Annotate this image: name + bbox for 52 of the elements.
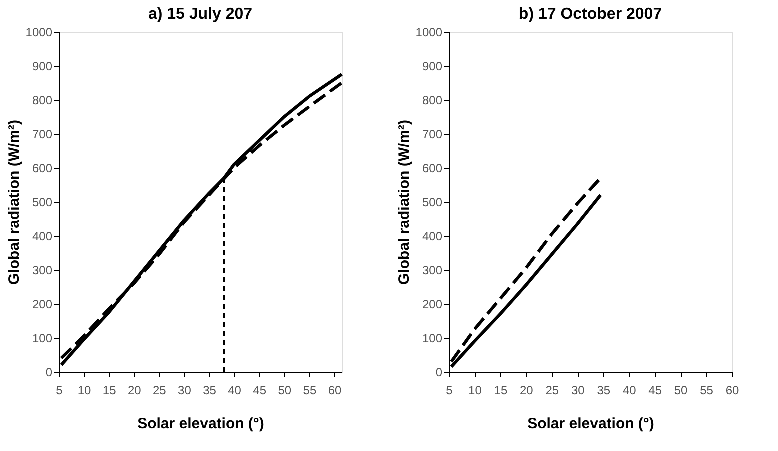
y-tick-label: 600 [422, 162, 443, 176]
y-tick-label: 700 [422, 128, 443, 142]
x-tick-label: 60 [328, 384, 342, 398]
x-tick-label: 25 [546, 384, 560, 398]
x-tick-label: 55 [700, 384, 714, 398]
y-tick-label: 900 [32, 60, 53, 74]
x-tick-label: 5 [56, 384, 64, 398]
x-tick-label: 45 [253, 384, 267, 398]
y-tick-label: 200 [422, 298, 443, 312]
chart-title: b) 17 October 2007 [518, 6, 662, 23]
x-tick-label: 30 [178, 384, 192, 398]
y-tick-label: 400 [32, 230, 53, 244]
y-tick-label: 400 [422, 230, 443, 244]
x-axis-title: Solar elevation (°) [528, 416, 654, 432]
x-tick-label: 15 [102, 384, 117, 398]
y-tick-label: 800 [32, 94, 53, 108]
y-tick-label: 1000 [416, 26, 443, 40]
y-tick-label: 100 [422, 332, 443, 346]
x-tick-label: 35 [203, 384, 217, 398]
x-axis-title: Solar elevation (°) [138, 416, 264, 432]
y-tick-label: 600 [32, 162, 53, 176]
y-tick-label: 200 [32, 298, 53, 312]
x-tick-label: 50 [278, 384, 292, 398]
y-axis-title: Global radiation (W/m²) [6, 120, 23, 285]
y-tick-label: 1000 [26, 26, 53, 40]
y-tick-label: 300 [32, 264, 53, 278]
x-tick-label: 50 [674, 384, 688, 398]
x-tick-label: 20 [520, 384, 534, 398]
x-tick-label: 25 [152, 384, 167, 398]
x-tick-label: 10 [468, 384, 482, 398]
x-tick-label: 55 [303, 384, 317, 398]
x-tick-label: 45 [648, 384, 662, 398]
x-tick-label: 10 [78, 384, 92, 398]
x-tick-label: 30 [571, 384, 586, 398]
y-tick-label: 0 [436, 366, 443, 380]
y-tick-label: 500 [32, 196, 53, 210]
y-axis-title: Global radiation (W/m²) [396, 120, 413, 285]
y-tick-label: 300 [422, 264, 443, 278]
x-tick-label: 15 [494, 384, 508, 398]
y-tick-label: 800 [422, 94, 443, 108]
x-tick-label: 35 [597, 384, 611, 398]
x-tick-label: 40 [228, 384, 242, 398]
y-tick-label: 700 [32, 128, 53, 142]
x-tick-label: 5 [446, 384, 454, 398]
x-tick-label: 60 [726, 384, 740, 398]
y-tick-label: 100 [32, 332, 53, 346]
y-tick-label: 0 [46, 366, 53, 380]
x-tick-label: 20 [128, 384, 142, 398]
y-tick-label: 500 [422, 196, 443, 210]
x-tick-label: 40 [622, 384, 637, 398]
y-tick-label: 900 [422, 60, 443, 74]
chart-title: a) 15 July 207 [148, 6, 253, 23]
